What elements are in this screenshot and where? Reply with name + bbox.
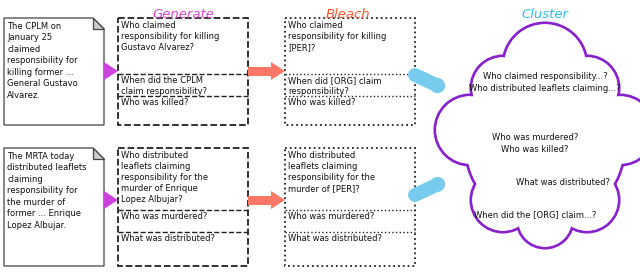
Circle shape [585, 95, 640, 165]
Bar [285, 18, 415, 125]
Polygon shape [93, 18, 104, 29]
Polygon shape [271, 62, 285, 80]
Bar [118, 148, 248, 266]
Circle shape [555, 56, 619, 120]
Polygon shape [104, 62, 118, 80]
Text: When did the [ORG] claim...?: When did the [ORG] claim...? [474, 210, 596, 219]
Text: Who was killed?: Who was killed? [288, 98, 355, 107]
Text: What was distributed?: What was distributed? [516, 178, 610, 187]
Circle shape [435, 95, 505, 165]
Text: What was distributed?: What was distributed? [121, 234, 215, 243]
Text: Generate: Generate [152, 8, 214, 21]
Polygon shape [4, 18, 104, 125]
Circle shape [471, 56, 535, 120]
Polygon shape [4, 148, 104, 266]
Polygon shape [93, 148, 104, 159]
Bar [118, 18, 248, 125]
Text: Who was killed?: Who was killed? [121, 98, 189, 107]
Circle shape [517, 192, 573, 248]
Text: Who claimed responsibility...?
Who distributed leaflets claiming...?: Who claimed responsibility...? Who distr… [469, 72, 621, 93]
Circle shape [465, 65, 625, 225]
Text: Who claimed
responsibility for killing
[PER]?: Who claimed responsibility for killing [… [288, 21, 387, 52]
Circle shape [472, 57, 534, 119]
Circle shape [586, 96, 640, 164]
Circle shape [436, 96, 504, 164]
Bar [248, 196, 271, 205]
Text: The MRTA today
distributed leaflets
claiming
responsibility for
the murder of
fo: The MRTA today distributed leaflets clai… [7, 152, 86, 230]
Text: Who was murdered?: Who was murdered? [121, 212, 207, 221]
Text: Who claimed
responsibility for killing
Gustavo Alvarez?: Who claimed responsibility for killing G… [121, 21, 220, 52]
Text: Bleach: Bleach [326, 8, 371, 21]
Bar [248, 66, 271, 76]
Polygon shape [104, 191, 118, 209]
Circle shape [472, 169, 534, 231]
Text: Who was murdered?: Who was murdered? [288, 212, 374, 221]
Circle shape [556, 169, 618, 231]
Bar [285, 148, 415, 266]
Circle shape [466, 66, 624, 224]
Text: What was distributed?: What was distributed? [288, 234, 382, 243]
Text: The CPLM on
January 25
claimed
responsibility for
killing former ...
General Gus: The CPLM on January 25 claimed responsib… [7, 22, 77, 100]
Polygon shape [271, 191, 285, 209]
Text: Who distributed
leaflets claiming
responsibility for the
murder of Enrique
Lopez: Who distributed leaflets claiming respon… [121, 151, 208, 204]
Circle shape [556, 57, 618, 119]
Circle shape [503, 23, 587, 107]
Text: Who distributed
leaflets claiming
responsibility for the
murder of [PER]?: Who distributed leaflets claiming respon… [288, 151, 375, 193]
Circle shape [555, 168, 619, 232]
Text: When did [ORG] claim
responsibility?: When did [ORG] claim responsibility? [288, 76, 381, 96]
Text: Who was murdered?
Who was killed?: Who was murdered? Who was killed? [492, 133, 578, 154]
Circle shape [471, 168, 535, 232]
Text: When did the CPLM
claim responsibility?: When did the CPLM claim responsibility? [121, 76, 207, 96]
Circle shape [504, 24, 586, 106]
Text: Cluster: Cluster [522, 8, 568, 21]
Circle shape [518, 193, 572, 247]
